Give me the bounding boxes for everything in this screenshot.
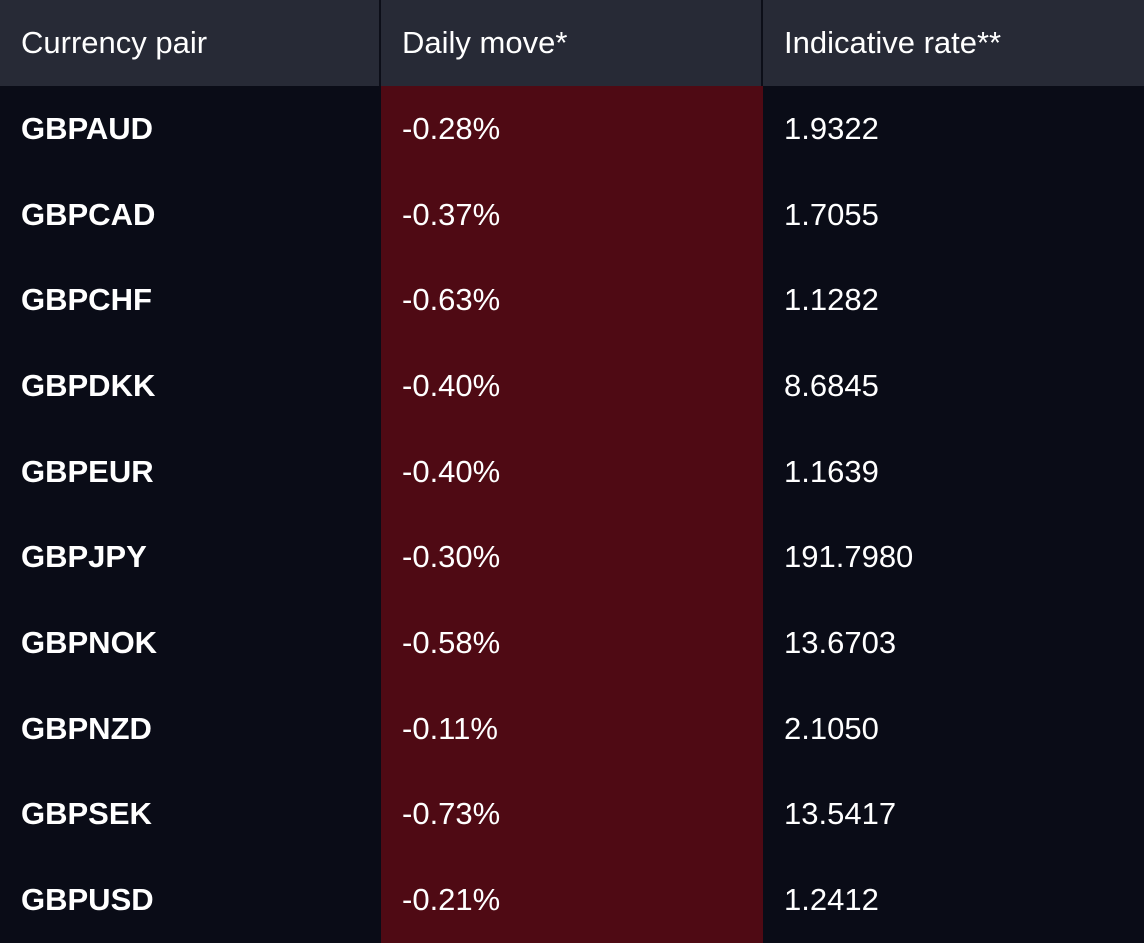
daily-move-cell: -0.37% [381,171,763,258]
table-row: GBPNOK -0.58% 13.6703 [0,600,1144,686]
table-row: GBPJPY -0.30% 191.7980 [0,514,1144,601]
indicative-rate-cell: 13.6703 [763,600,1144,686]
currency-pair-cell: GBPSEK [0,771,381,858]
indicative-rate-cell: 1.2412 [763,857,1144,943]
table-body: GBPAUD -0.28% 1.9322 GBPCAD -0.37% 1.705… [0,86,1144,943]
table-row: GBPCAD -0.37% 1.7055 [0,171,1144,258]
daily-move-cell: -0.58% [381,600,763,686]
currency-pair-cell: GBPDKK [0,343,381,429]
daily-move-cell: -0.63% [381,257,763,344]
table-row: GBPDKK -0.40% 8.6845 [0,343,1144,429]
currency-pair-cell: GBPJPY [0,514,381,601]
table-row: GBPCHF -0.63% 1.1282 [0,257,1144,344]
currency-pair-cell: GBPAUD [0,86,381,172]
currency-pair-cell: GBPNOK [0,600,381,686]
table-row: GBPAUD -0.28% 1.9322 [0,86,1144,172]
table-row: GBPSEK -0.73% 13.5417 [0,771,1144,858]
indicative-rate-cell: 191.7980 [763,514,1144,601]
header-daily-move: Daily move* [381,0,763,86]
header-currency-pair: Currency pair [0,0,381,86]
currency-pair-cell: GBPCHF [0,257,381,344]
daily-move-cell: -0.28% [381,86,763,172]
daily-move-cell: -0.30% [381,514,763,601]
table-row: GBPNZD -0.11% 2.1050 [0,685,1144,772]
indicative-rate-cell: 1.1282 [763,257,1144,344]
daily-move-cell: -0.40% [381,428,763,515]
currency-pair-cell: GBPEUR [0,428,381,515]
indicative-rate-cell: 1.9322 [763,86,1144,172]
currency-pair-cell: GBPNZD [0,685,381,772]
indicative-rate-cell: 8.6845 [763,343,1144,429]
currency-pair-cell: GBPCAD [0,171,381,258]
header-indicative-rate: Indicative rate** [784,25,1002,60]
indicative-rate-cell: 1.1639 [763,428,1144,515]
indicative-rate-cell: 13.5417 [763,771,1144,858]
indicative-rate-cell: 2.1050 [763,685,1144,772]
daily-move-cell: -0.21% [381,857,763,943]
daily-move-cell: -0.40% [381,343,763,429]
currency-pair-cell: GBPUSD [0,857,381,943]
table-header: Currency pair Daily move* Indicative rat… [0,0,1144,86]
indicative-rate-cell: 1.7055 [763,171,1144,258]
table-row: GBPEUR -0.40% 1.1639 [0,428,1144,515]
daily-move-cell: -0.73% [381,771,763,858]
table-row: GBPUSD -0.21% 1.2412 [0,857,1144,943]
daily-move-cell: -0.11% [381,685,763,772]
